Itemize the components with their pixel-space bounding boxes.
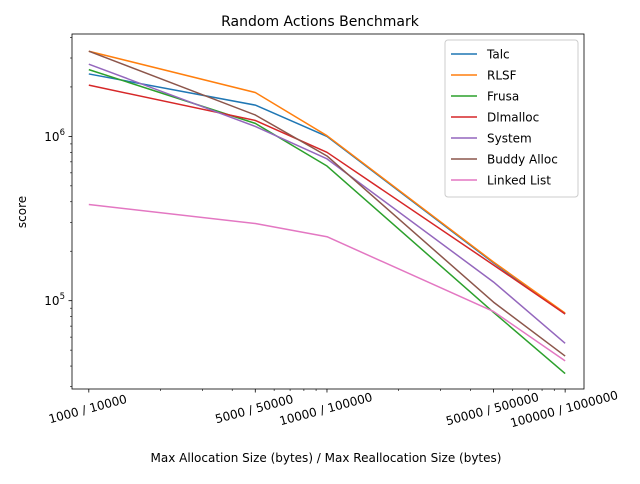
legend: Talc RLSF Frusa Dlmalloc System Buddy Alloc Li…	[444, 39, 579, 198]
series-line-linked-list	[88, 203, 566, 362]
legend-box	[444, 39, 579, 198]
legend-label: RLSF	[487, 69, 517, 83]
legend-label: Linked List	[487, 174, 551, 188]
y-axis: 105 106	[44, 37, 72, 387]
series-line-buddy-alloc	[88, 50, 566, 357]
series-line-dlmalloc	[88, 84, 566, 315]
legend-label: Frusa	[487, 90, 519, 104]
chart-title: Random Actions Benchmark	[221, 14, 420, 30]
legend-label: System	[487, 132, 532, 146]
y-tick-label: 105	[44, 292, 65, 308]
series-layer	[88, 50, 566, 375]
x-axis-label: Max Allocation Size (bytes) / Max Reallo…	[151, 451, 502, 465]
legend-label: Buddy Alloc	[487, 153, 558, 167]
legend-label: Dlmalloc	[487, 111, 539, 125]
y-axis-label: score	[15, 196, 29, 228]
y-tick-label: 106	[44, 128, 65, 144]
series-line-rlsf	[88, 50, 566, 314]
axes-frame	[71, 33, 585, 390]
series-line-system	[88, 63, 566, 344]
legend-label: Talc	[486, 48, 510, 62]
